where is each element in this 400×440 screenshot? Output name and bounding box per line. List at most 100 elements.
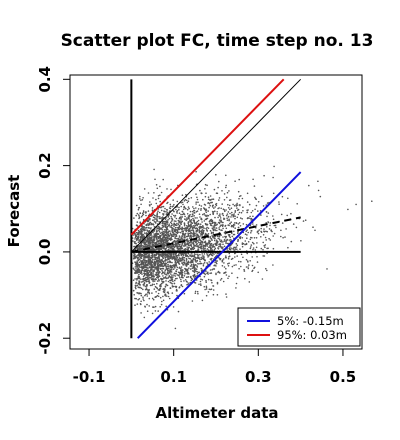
scatter-point <box>137 231 140 234</box>
scatter-point <box>160 253 162 255</box>
scatter-point <box>162 288 164 291</box>
scatter-point <box>275 226 277 229</box>
scatter-point <box>195 241 197 244</box>
scatter-point <box>203 253 206 255</box>
scatter-point <box>143 316 146 319</box>
scatter-point <box>145 280 148 283</box>
scatter-point <box>142 266 145 269</box>
scatter-point <box>153 219 155 221</box>
scatter-point <box>201 192 203 195</box>
scatter-point <box>184 215 186 218</box>
scatter-point <box>278 201 280 203</box>
scatter-point <box>163 277 165 279</box>
scatter-point <box>205 227 207 230</box>
scatter-point <box>170 252 173 255</box>
scatter-point <box>178 217 181 220</box>
scatter-point <box>213 207 215 209</box>
scatter-point <box>254 249 257 251</box>
scatter-point <box>156 282 158 285</box>
scatter-point <box>234 248 236 251</box>
scatter-point <box>221 190 223 192</box>
scatter-point <box>159 185 161 188</box>
scatter-point <box>143 279 145 282</box>
scatter-point <box>151 297 154 300</box>
scatter-point <box>173 274 175 276</box>
scatter-point <box>198 230 201 233</box>
scatter-point <box>133 294 135 296</box>
scatter-point <box>209 272 211 275</box>
scatter-point <box>175 235 178 237</box>
scatter-point <box>154 253 156 256</box>
scatter-point <box>194 268 197 270</box>
scatter-point <box>246 234 248 236</box>
scatter-point <box>234 215 236 217</box>
scatter-point <box>201 242 204 244</box>
scatter-point <box>210 253 213 256</box>
scatter-point <box>172 205 174 207</box>
scatter-point <box>156 256 158 259</box>
scatter-point <box>187 242 189 245</box>
scatter-point <box>157 265 160 267</box>
scatter-point <box>186 248 188 251</box>
scatter-point <box>203 272 206 275</box>
scatter-point <box>183 245 185 247</box>
scatter-point <box>182 262 184 265</box>
scatter-point <box>153 263 156 266</box>
scatter-point <box>141 262 143 264</box>
scatter-point <box>189 257 191 260</box>
scatter-point <box>253 242 255 245</box>
scatter-point <box>164 290 166 292</box>
scatter-point <box>207 233 210 235</box>
scatter-point <box>157 271 159 274</box>
scatter-point <box>193 215 195 217</box>
scatter-point <box>155 215 157 217</box>
scatter-point <box>139 238 142 241</box>
scatter-point <box>172 240 175 243</box>
scatter-point <box>239 237 242 240</box>
scatter-point <box>136 239 138 242</box>
scatter-point <box>243 268 245 271</box>
scatter-point <box>251 210 254 212</box>
scatter-point <box>218 257 220 259</box>
scatter-point <box>172 231 174 234</box>
scatter-point <box>135 263 138 266</box>
scatter-point <box>207 214 210 217</box>
scatter-point <box>189 255 191 257</box>
scatter-point <box>154 233 157 235</box>
scatter-point <box>202 238 205 241</box>
scatter-point <box>199 253 201 256</box>
scatter-point <box>181 211 184 213</box>
scatter-point <box>194 292 197 295</box>
scatter-point <box>152 247 154 250</box>
scatter-point <box>172 199 174 201</box>
scatter-point <box>166 213 168 215</box>
scatter-point <box>160 241 163 243</box>
scatter-point <box>144 262 147 265</box>
scatter-point <box>234 211 236 213</box>
scatter-point <box>192 206 194 208</box>
scatter-point <box>156 187 159 190</box>
scatter-point <box>214 264 216 266</box>
scatter-point <box>171 278 173 280</box>
scatter-point <box>206 272 209 274</box>
scatter-point <box>232 214 234 216</box>
scatter-point <box>211 257 213 260</box>
scatter-point <box>136 261 138 263</box>
scatter-point <box>218 197 221 199</box>
scatter-point <box>152 306 154 308</box>
scatter-point <box>302 220 305 222</box>
scatter-point <box>193 234 195 236</box>
scatter-point <box>225 255 227 257</box>
scatter-point <box>273 165 275 168</box>
scatter-point <box>181 213 184 216</box>
scatter-point <box>147 224 150 226</box>
scatter-point <box>168 270 170 272</box>
scatter-point <box>226 213 229 215</box>
scatter-point <box>160 255 162 257</box>
scatter-point <box>260 247 263 250</box>
scatter-point <box>134 269 136 272</box>
scatter-point <box>223 199 226 201</box>
scatter-point <box>242 206 244 208</box>
scatter-point <box>258 229 261 231</box>
scatter-point <box>236 216 239 219</box>
